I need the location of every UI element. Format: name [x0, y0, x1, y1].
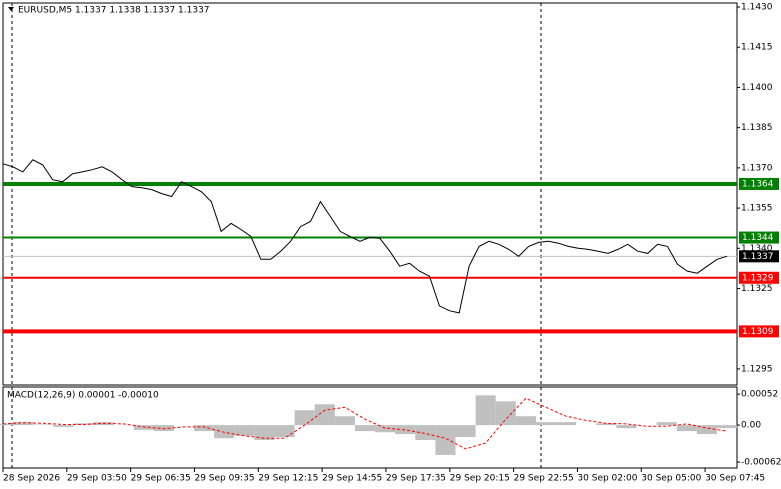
macd-bar: [334, 416, 355, 426]
y-tick-label: -0.00062: [741, 458, 781, 468]
macd-title: MACD(12,26,9) 0.00001 -0.00010: [7, 391, 159, 401]
y-tick-label: 1.1340: [741, 244, 773, 254]
y-tick-label: 1.1400: [741, 83, 773, 93]
macd-bar: [696, 425, 717, 435]
level-label: 1.1364: [742, 179, 774, 189]
x-tick-label: 29 Sep 20:15: [450, 474, 510, 484]
macd-bar: [495, 401, 516, 426]
x-tick-label: 29 Sep 22:55: [514, 474, 574, 484]
x-tick-label: 29 Sep 14:55: [322, 474, 382, 484]
macd-bar: [515, 416, 536, 426]
macd-bar: [415, 425, 436, 441]
last-price-label: 1.1337: [742, 252, 774, 262]
y-tick-label: 1.1385: [741, 123, 773, 133]
macd-bar: [194, 425, 215, 432]
macd-bar: [153, 425, 174, 432]
macd-bar: [616, 425, 637, 429]
macd-bar: [13, 422, 34, 426]
macd-bar: [676, 425, 697, 432]
x-tick-label: 29 Sep 09:35: [194, 474, 254, 484]
menu-arrow[interactable]: [8, 7, 14, 11]
y-tick-label: 1.1325: [741, 284, 773, 294]
macd-bar: [535, 422, 557, 426]
y-tick-label: 1.1415: [741, 43, 773, 53]
y-tick-label: 1.1370: [741, 163, 773, 173]
macd-bar: [314, 404, 335, 426]
price-panel: [2, 2, 738, 386]
macd-bar: [0, 423, 14, 426]
macd-bar: [214, 425, 235, 439]
macd-bar: [475, 395, 496, 426]
macd-bar: [354, 425, 376, 432]
macd-bar: [375, 425, 396, 433]
y-tick-label: 0.00: [741, 421, 761, 431]
last-price-bg: [739, 250, 779, 263]
signal-line: [2, 397, 728, 450]
macd-bar: [33, 424, 54, 426]
x-tick-label: 29 Sep 06:35: [131, 474, 191, 484]
level-label-bg: [739, 325, 779, 338]
macd-bar: [556, 422, 577, 426]
level-label-bg: [739, 177, 779, 190]
chart-title: EURUSD,M5 1.1337 1.1338 1.1337 1.1337: [18, 6, 210, 16]
macd-bar: [395, 425, 416, 435]
macd-bar: [294, 410, 315, 426]
macd-bar: [254, 425, 275, 441]
x-tick-label: 28 Sep 2026: [3, 474, 60, 484]
y-tick-label: 0.00052: [741, 390, 778, 400]
macd-bar: [53, 425, 74, 427]
x-tick-label: 29 Sep 17:35: [386, 474, 446, 484]
y-tick-label: 1.1355: [741, 204, 773, 214]
macd-bar: [133, 425, 154, 430]
level-label: 1.1329: [742, 273, 774, 283]
x-tick-label: 30 Sep 02:00: [577, 474, 637, 484]
macd-bar: [435, 425, 456, 455]
macd-bar: [455, 425, 476, 438]
macd-bar: [716, 425, 738, 429]
level-label: 1.1309: [742, 327, 774, 337]
price-line: [2, 159, 728, 314]
x-tick-label: 30 Sep 07:45: [705, 474, 765, 484]
level-label-bg: [739, 231, 779, 244]
macd-bar: [274, 425, 295, 438]
x-tick-label: 29 Sep 12:15: [258, 474, 318, 484]
y-tick-label: 1.1430: [741, 3, 773, 13]
level-label-bg: [739, 271, 779, 284]
macd-bar: [656, 422, 677, 426]
macd-bar: [596, 423, 617, 426]
x-tick-label: 29 Sep 03:50: [67, 474, 127, 484]
x-tick-label: 30 Sep 05:00: [641, 474, 701, 484]
level-label: 1.1344: [742, 233, 774, 243]
macd-bar: [234, 425, 255, 436]
y-tick-label: 1.1295: [741, 364, 773, 374]
